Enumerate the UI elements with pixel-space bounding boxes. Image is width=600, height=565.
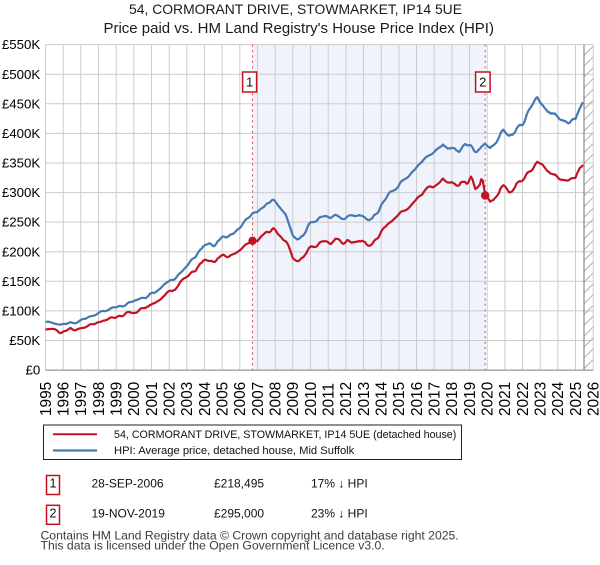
svg-text:2017: 2017 xyxy=(427,382,444,416)
svg-text:£500K: £500K xyxy=(2,67,41,82)
svg-text:£250K: £250K xyxy=(2,215,41,230)
svg-text:1: 1 xyxy=(246,75,253,90)
svg-text:2005: 2005 xyxy=(215,382,232,416)
svg-text:2024: 2024 xyxy=(550,381,567,416)
svg-text:£50K: £50K xyxy=(9,333,40,348)
svg-text:2014: 2014 xyxy=(374,381,391,416)
svg-text:1995: 1995 xyxy=(38,382,55,416)
svg-text:2001: 2001 xyxy=(144,382,161,416)
svg-text:2009: 2009 xyxy=(285,382,302,416)
svg-text:2022: 2022 xyxy=(515,382,532,416)
svg-text:Price paid vs. HM Land Registr: Price paid vs. HM Land Registry's House … xyxy=(103,20,494,37)
svg-text:2018: 2018 xyxy=(444,382,461,416)
svg-text:54, CORMORANT DRIVE, STOWMARKE: 54, CORMORANT DRIVE, STOWMARKET, IP14 5U… xyxy=(114,429,456,441)
svg-text:2026: 2026 xyxy=(586,382,600,416)
svg-text:£218,495: £218,495 xyxy=(214,477,264,491)
svg-text:HPI: Average price, detached h: HPI: Average price, detached house, Mid … xyxy=(114,445,355,457)
svg-text:£350K: £350K xyxy=(2,156,41,171)
svg-text:19-NOV-2019: 19-NOV-2019 xyxy=(92,507,166,521)
svg-text:2008: 2008 xyxy=(268,382,285,416)
svg-text:1996: 1996 xyxy=(56,382,73,416)
svg-text:£100K: £100K xyxy=(2,304,41,319)
svg-text:£200K: £200K xyxy=(2,244,41,259)
svg-text:1999: 1999 xyxy=(109,382,126,416)
svg-text:2019: 2019 xyxy=(462,382,479,416)
svg-text:This data is licensed under th: This data is licensed under the Open Gov… xyxy=(41,538,385,552)
svg-text:17% ↓ HPI: 17% ↓ HPI xyxy=(311,477,368,491)
svg-text:2000: 2000 xyxy=(126,382,143,416)
svg-text:2013: 2013 xyxy=(356,382,373,416)
svg-text:23% ↓ HPI: 23% ↓ HPI xyxy=(311,507,368,521)
svg-text:2025: 2025 xyxy=(568,382,585,416)
svg-text:2: 2 xyxy=(479,75,486,90)
svg-text:£450K: £450K xyxy=(2,96,41,111)
svg-text:2004: 2004 xyxy=(197,381,214,416)
svg-text:£150K: £150K xyxy=(2,274,41,289)
svg-text:2012: 2012 xyxy=(338,382,355,416)
svg-text:£550K: £550K xyxy=(2,37,41,52)
svg-text:1997: 1997 xyxy=(73,382,90,416)
svg-text:2011: 2011 xyxy=(321,383,338,416)
svg-text:£295,000: £295,000 xyxy=(214,507,264,521)
svg-text:28-SEP-2006: 28-SEP-2006 xyxy=(92,477,164,491)
svg-text:2021: 2021 xyxy=(497,382,514,416)
svg-text:2: 2 xyxy=(50,507,57,521)
svg-text:£300K: £300K xyxy=(2,185,41,200)
svg-text:£400K: £400K xyxy=(2,126,41,141)
svg-text:2006: 2006 xyxy=(232,382,249,416)
svg-text:£0: £0 xyxy=(26,363,41,378)
svg-text:1: 1 xyxy=(50,477,57,491)
svg-text:2023: 2023 xyxy=(533,382,550,416)
svg-text:2010: 2010 xyxy=(303,382,320,416)
svg-text:54, CORMORANT DRIVE, STOWMARKE: 54, CORMORANT DRIVE, STOWMARKET, IP14 5U… xyxy=(129,1,462,17)
svg-text:2015: 2015 xyxy=(391,382,408,416)
svg-text:2020: 2020 xyxy=(480,382,497,416)
svg-text:2007: 2007 xyxy=(250,382,267,416)
svg-text:2002: 2002 xyxy=(162,382,179,416)
svg-text:1998: 1998 xyxy=(91,382,108,416)
svg-text:2016: 2016 xyxy=(409,382,426,416)
svg-text:2003: 2003 xyxy=(179,382,196,416)
